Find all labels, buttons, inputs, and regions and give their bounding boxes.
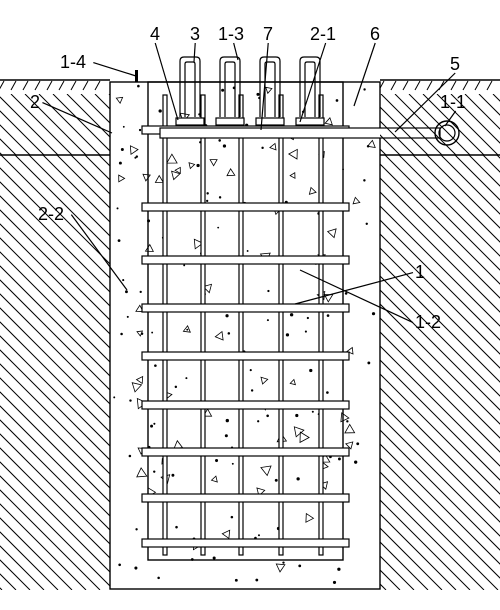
hoop-base-plate [256,118,284,125]
vertical-rebar [163,95,167,555]
hoop-rebar [142,401,349,409]
label-1-1: 1-1 [440,92,466,112]
hoop-rebar [142,448,349,456]
vertical-rebar [319,95,323,555]
vertical-rebar [201,95,205,555]
hoop-rebar [142,256,349,264]
label-1-3: 1-3 [218,24,244,44]
label-2-1: 2-1 [310,24,336,44]
label-5: 5 [450,54,460,74]
hoop-base-plate [216,118,244,125]
label-2-2: 2-2 [38,204,64,224]
vertical-rebar [279,95,283,555]
hoop-base-plate [176,118,204,125]
label-6: 6 [370,24,380,44]
label-1: 1 [415,262,425,282]
label-1-2: 1-2 [415,312,441,332]
label-7: 7 [263,24,273,44]
label-1-4: 1-4 [60,52,86,72]
label-4: 4 [150,24,160,44]
label-3: 3 [190,24,200,44]
label-2: 2 [30,92,40,112]
outer-concrete-box [110,82,380,589]
hoop-rebar [142,494,349,502]
vertical-rebar [239,95,243,555]
hoop-rebar [142,352,349,360]
hoop-rebar [142,203,349,211]
hoop-rebar [142,304,349,312]
hoop-rebar [142,539,349,547]
